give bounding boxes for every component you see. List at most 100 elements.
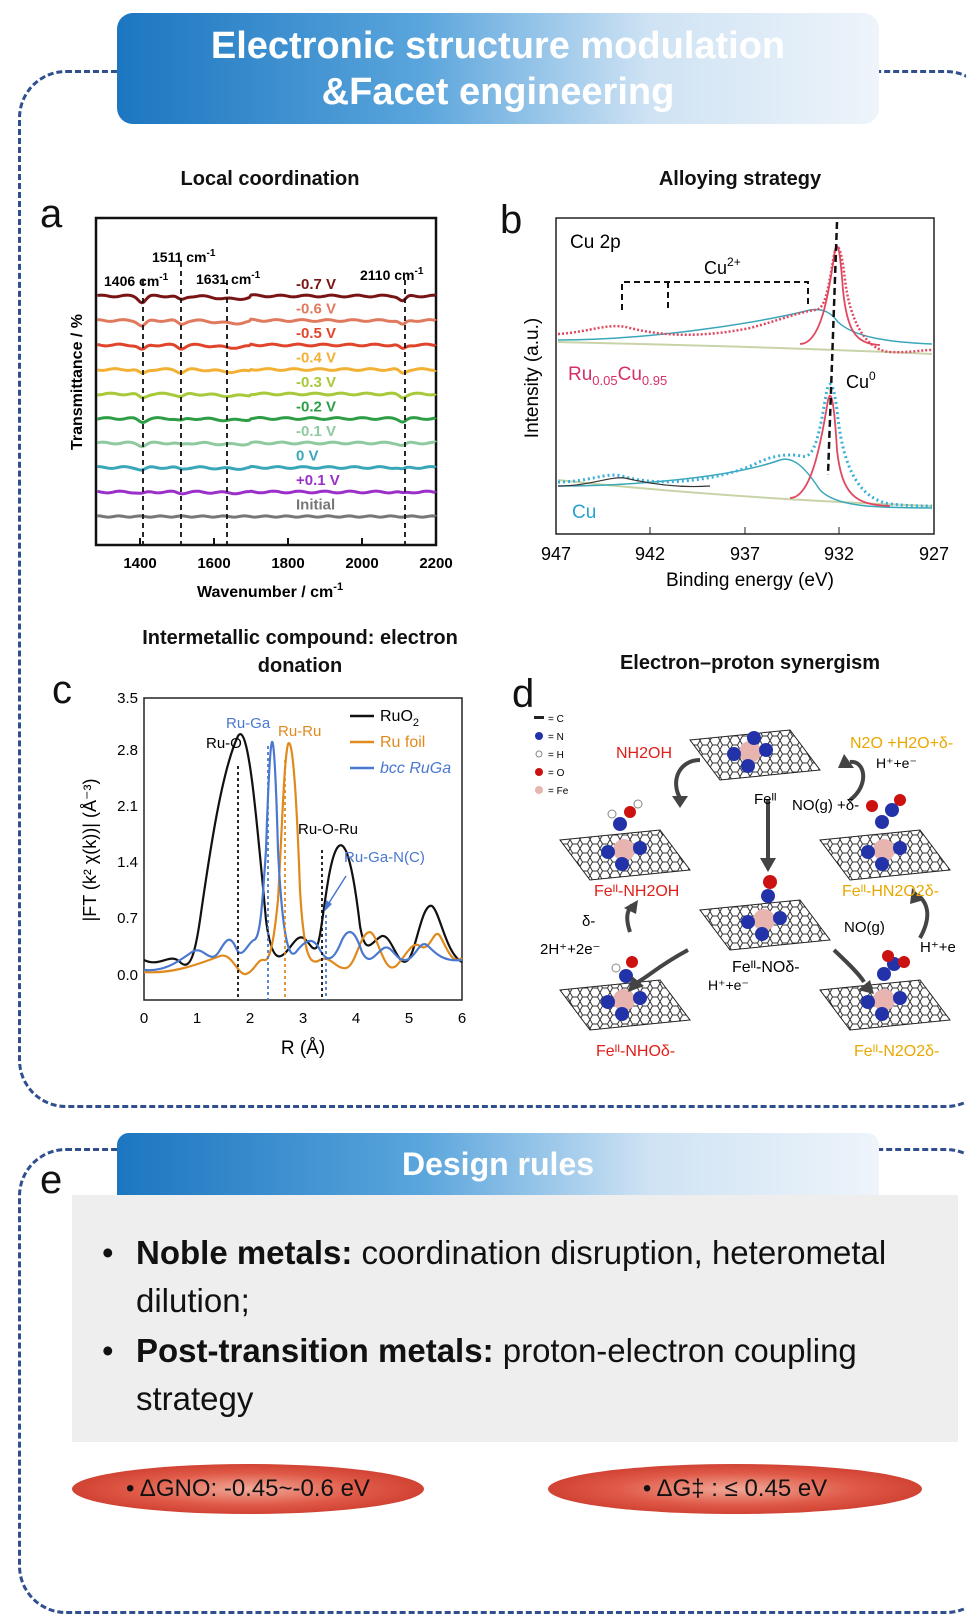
- cu-sample-label: Cu: [572, 502, 596, 523]
- a-tick-2200: 2200: [419, 555, 452, 572]
- panel-d-arrowheads: [624, 754, 924, 994]
- rugan-arrow: [326, 875, 347, 907]
- spectrum-curve: [97, 416, 437, 424]
- sheet-nho: [559, 956, 691, 1031]
- ruCu-sample-label: Ru0.05Cu0.95: [568, 364, 667, 388]
- c-xtick-0: 0: [140, 1010, 148, 1027]
- c-ytick-1: 0.7: [117, 910, 138, 927]
- panel-c-yticks: 0.0 0.7 1.4 2.1 2.8 3.5: [117, 690, 138, 984]
- a-tick-1400: 1400: [123, 555, 156, 572]
- header-line2: &Facet engineering: [321, 71, 675, 113]
- lbl-n2o: N2O +H2O+δ-: [850, 735, 953, 752]
- c-xtick-6: 6: [458, 1010, 466, 1027]
- spectrum-curve: [97, 514, 437, 519]
- spectrum-curve: [97, 367, 437, 375]
- rule-post-transition: • Post-transition metals: proton-electro…: [102, 1332, 857, 1417]
- panel-a-frame: [94, 216, 438, 547]
- b-tick-937: 937: [730, 544, 760, 564]
- panel-d-legend: = C = N = H = O = Fe: [534, 714, 569, 797]
- ruga-curve: [143, 740, 463, 972]
- c-xtick-2: 2: [246, 1010, 254, 1027]
- legend-ruo2: RuO2: [380, 708, 419, 729]
- panel-a-chart: 1406 cm-1 1511 cm-1 1631 cm-1 2110 cm-1 …: [69, 216, 453, 601]
- ann-ru-o-ru: Ru-O-Ru: [298, 821, 358, 838]
- lbl-fe-no: Feᴵᴵ-NOδ-: [732, 959, 800, 976]
- legend-ruga: bcc RuGa: [380, 760, 451, 777]
- potential-label: -0.1 V: [296, 423, 336, 440]
- design-rules-banner: Design rules: [117, 1133, 879, 1195]
- panel-c-ylabel: |FT (k² χ(k))| (Å⁻³): [80, 779, 100, 922]
- spectrum-curve: [97, 317, 437, 328]
- c-xtick-3: 3: [299, 1010, 307, 1027]
- b-tick-927: 927: [919, 544, 949, 564]
- legend-fe: = Fe: [548, 786, 569, 797]
- c-ytick-3: 2.1: [117, 798, 138, 815]
- ruCu-background: [557, 341, 933, 355]
- rule1-text: coordination disruption, heterometal dil…: [136, 1234, 887, 1319]
- sheet-no: [699, 875, 831, 951]
- c-xtick-5: 5: [405, 1010, 413, 1027]
- ann-ru-ga: Ru-Ga: [226, 715, 271, 732]
- lbl-hplus-e2: H⁺+e: [920, 939, 956, 956]
- c-ytick-0: 0.0: [117, 967, 138, 984]
- header-banner: Electronic structure modulation &Facet e…: [117, 13, 879, 124]
- panel-b-xticks: 947 942 937 932 927: [541, 527, 949, 564]
- panel-d-diagram: = C = N = H = O = Fe: [534, 714, 956, 1060]
- spectrum-curve: [97, 489, 437, 496]
- cu-cu0-fit: [789, 394, 891, 507]
- cu0-label: Cu0: [846, 369, 876, 392]
- lbl-fe-nho: Feᴵᴵ-NHOδ-: [596, 1043, 675, 1060]
- legend-n: = N: [548, 732, 564, 743]
- b-tick-942: 942: [635, 544, 665, 564]
- panel-b-letter: b: [500, 198, 523, 242]
- peak-1631: 1631 cm-1: [196, 270, 261, 287]
- a-tick-2000: 2000: [345, 555, 378, 572]
- sheet-nh2oh: [559, 799, 691, 881]
- ann-ru-ru: Ru-Ru: [278, 723, 321, 740]
- potential-label: +0.1 V: [296, 472, 340, 489]
- panel-e-letter: e: [40, 1158, 63, 1202]
- panel-d-title: Electron–proton synergism: [619, 652, 881, 674]
- panel-a-title: Local coordination: [180, 168, 360, 190]
- lbl-delta: δ-: [582, 913, 595, 930]
- cu-spectrum: [557, 382, 933, 508]
- c-ytick-5: 3.5: [117, 690, 138, 707]
- potential-label: -0.3 V: [296, 374, 336, 391]
- legend-c: = C: [548, 714, 564, 725]
- ruo2-curve: [143, 733, 463, 966]
- rule-noble-metals: • Noble metals: coordination disruption,…: [102, 1234, 887, 1319]
- rugan-arrowhead: [324, 900, 332, 912]
- c-ytick-2: 1.4: [117, 854, 138, 871]
- ruCu-cu0-fit: [799, 245, 881, 346]
- panel-a-potential-labels: -0.7 V -0.6 V -0.5 V -0.4 V -0.3 V -0.2 V -0.1…: [296, 276, 340, 514]
- design-rules-box: • Noble metals: coordination disruption,…: [72, 1195, 958, 1442]
- cu2plus-label: Cu2+: [704, 255, 741, 278]
- panel-c-xticks: 0 1 2 3 4 5 6: [140, 1010, 466, 1027]
- cu-cu2plus-fit: [557, 458, 933, 509]
- rule2-text: proton-electron coupling strategy: [136, 1332, 857, 1417]
- a-tick-1600: 1600: [197, 555, 230, 572]
- b-tick-932: 932: [824, 544, 854, 564]
- panel-c-chart: Ru-O Ru-Ga Ru-Ru Ru-O-Ru Ru-Ga-N(C) RuO2…: [80, 690, 466, 1059]
- potential-label: Initial: [296, 497, 335, 514]
- rule2-bold: Post-transition metals:: [136, 1332, 494, 1369]
- ann-ru-o: Ru-O: [206, 735, 242, 752]
- sheet-hn2o2: [819, 794, 951, 881]
- lbl-fe-n2o2: Feᴵᴵ-N2O2δ-: [854, 1043, 939, 1060]
- panel-b-ylabel: Intensity (a.u.): [522, 318, 543, 438]
- potential-label: -0.7 V: [296, 276, 336, 293]
- panel-a-letter: a: [40, 192, 63, 236]
- lbl-fe-nh2oh: Feᴵᴵ-NH2OH: [594, 883, 679, 900]
- potential-label: -0.2 V: [296, 399, 336, 416]
- lbl-two-h: 2H⁺+2e⁻: [540, 941, 600, 958]
- b-tick-947: 947: [541, 544, 571, 564]
- potential-label: -0.5 V: [296, 325, 336, 342]
- panel-b-chart: Cu 2p Cu2+ Cu0 Ru0.05Cu0.95 Cu 947 942 9…: [522, 217, 949, 591]
- lbl-nh2oh: NH2OH: [616, 745, 672, 762]
- panel-c-frame: [143, 697, 463, 1001]
- panel-a-xticks: 1400 1600 1800 2000 2200: [123, 538, 453, 572]
- lbl-hplus-e3: H⁺+e⁻: [708, 977, 749, 993]
- sheet-n2o2: [819, 950, 951, 1031]
- header-line1: Electronic structure modulation: [210, 25, 786, 67]
- spectrum-curve: [97, 440, 437, 449]
